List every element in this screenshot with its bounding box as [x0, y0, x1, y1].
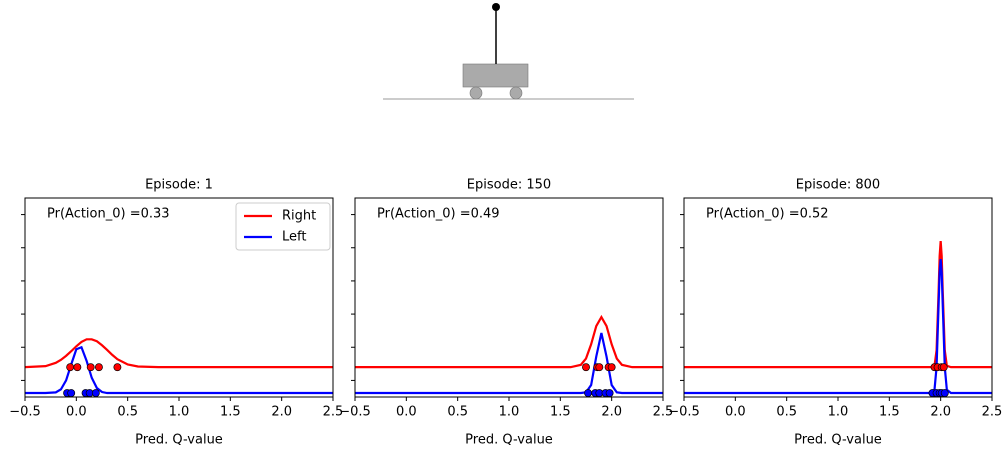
- subplot-title: Episode: 150: [467, 178, 551, 193]
- x-tick-label: 1.0: [499, 405, 520, 420]
- legend-label: Left: [282, 230, 306, 245]
- annotation: Pr(Action_0) =0.49: [377, 207, 500, 222]
- x-tick-label: −0.5: [9, 405, 41, 420]
- x-axis-label: Pred. Q-value: [794, 433, 882, 448]
- annotation: Pr(Action_0) =0.33: [47, 207, 170, 222]
- line: [25, 338, 333, 369]
- sample-point: [595, 363, 604, 372]
- x-axis-label: Pred. Q-value: [135, 433, 223, 448]
- sample-point: [584, 389, 593, 397]
- annotation: Pr(Action_0) =0.52: [706, 207, 829, 222]
- sample-point: [94, 363, 103, 372]
- x-tick-label: 1.5: [220, 405, 241, 420]
- x-tick-label: 2.0: [601, 405, 622, 420]
- subplot-title: Episode: 800: [796, 178, 880, 193]
- cart: [462, 63, 529, 88]
- x-tick-label: 2.0: [271, 405, 292, 420]
- x-tick-label: 2.5: [982, 405, 1003, 420]
- line: [684, 258, 992, 395]
- sample-point: [66, 363, 75, 372]
- x-tick-label: 1.0: [828, 405, 849, 420]
- plot-area: [684, 241, 992, 397]
- plot-area: [355, 314, 663, 397]
- sample-point: [86, 363, 95, 372]
- x-tick-label: −0.5: [339, 405, 371, 420]
- cartpole: [383, 3, 634, 100]
- legend-label: Right: [282, 209, 316, 224]
- sample-point: [607, 363, 616, 372]
- legend: Right Left: [235, 202, 331, 251]
- subplot: −0.5 0.0 0.5 1.0 1.5 2.0 2.5 Episode: 150 Pred. …: [339, 178, 673, 448]
- line: [355, 314, 663, 369]
- x-axis-label: Pred. Q-value: [465, 433, 553, 448]
- sample-point: [91, 389, 100, 397]
- pole-tip: [492, 3, 500, 11]
- x-tick-label: 0.0: [396, 405, 417, 420]
- legend-frame: [235, 202, 331, 251]
- plot-area: [25, 338, 333, 397]
- line: [355, 332, 663, 395]
- x-tick-label: 0.0: [725, 405, 746, 420]
- wheel: [509, 86, 523, 100]
- x-tick-label: 2.5: [653, 405, 674, 420]
- x-tick-label: 0.5: [447, 405, 468, 420]
- sample-point: [73, 363, 82, 372]
- subplot: −0.5 0.0 0.5 1.0 1.5 2.0 2.5 Episode: 800 Pred. …: [668, 178, 1002, 448]
- sample-point: [582, 363, 590, 372]
- x-tick-label: 0.0: [66, 405, 87, 420]
- line: [684, 241, 992, 369]
- sample-point: [940, 389, 949, 397]
- sample-point: [605, 389, 614, 397]
- x-tick-label: 2.5: [323, 405, 344, 420]
- sample-point: [113, 363, 122, 372]
- wheel: [469, 86, 483, 100]
- x-tick-label: 0.5: [776, 405, 797, 420]
- subplot: −0.5 0.0 0.5 1.0 1.5 2.0 2.5 Episode: 1 Pred. Q-…: [9, 178, 343, 448]
- sample-point: [939, 363, 948, 372]
- subplot-title: Episode: 1: [145, 178, 213, 193]
- x-tick-label: −0.5: [668, 405, 700, 420]
- x-tick-label: 1.5: [550, 405, 571, 420]
- x-tick-label: 1.0: [169, 405, 190, 420]
- x-tick-label: 2.0: [930, 405, 951, 420]
- sample-point: [67, 389, 76, 397]
- x-tick-label: 0.5: [117, 405, 138, 420]
- x-tick-label: 1.5: [879, 405, 900, 420]
- line: [25, 345, 333, 395]
